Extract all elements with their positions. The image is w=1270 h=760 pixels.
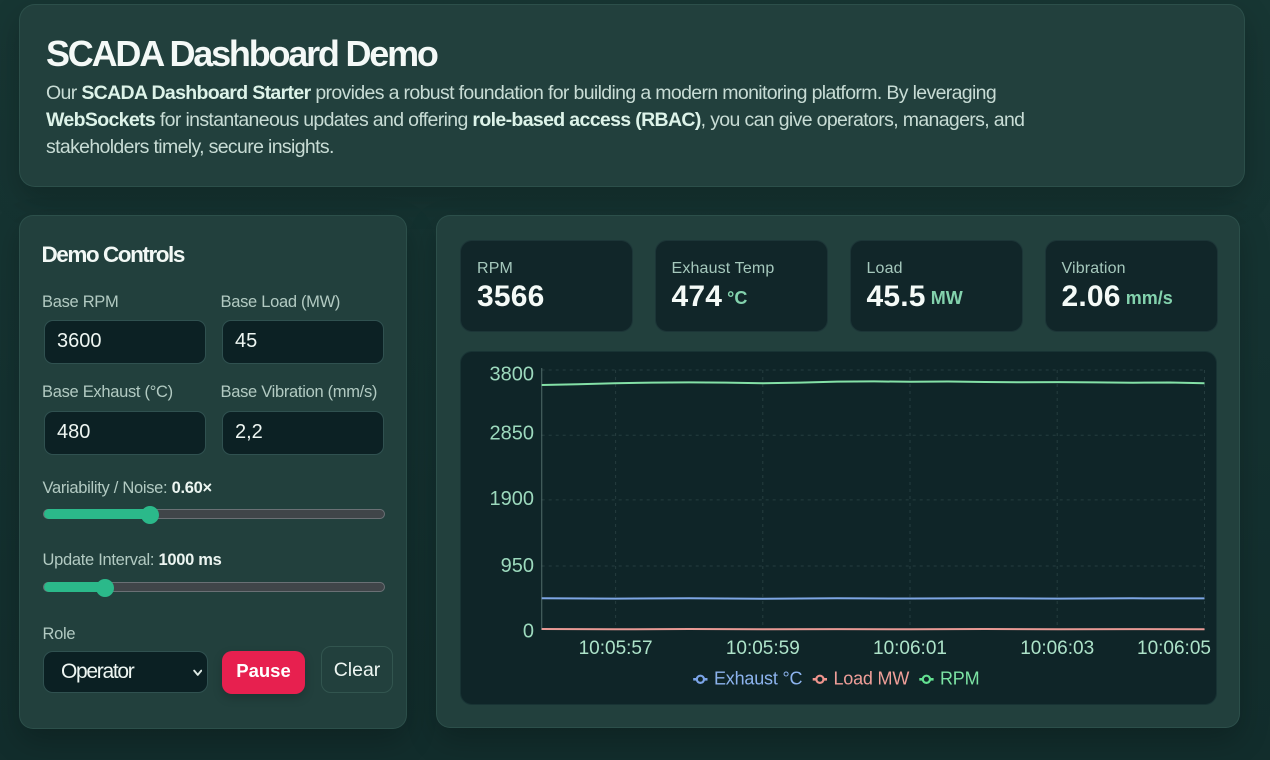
svg-text:Load MW: Load MW <box>834 669 910 689</box>
svg-text:10:06:05: 10:06:05 <box>1137 638 1211 659</box>
svg-text:2850: 2850 <box>490 423 535 445</box>
svg-text:950: 950 <box>501 555 534 577</box>
svg-text:10:05:57: 10:05:57 <box>579 638 653 659</box>
svg-text:10:05:59: 10:05:59 <box>726 638 800 659</box>
svg-text:RPM: RPM <box>940 669 979 689</box>
svg-text:10:06:01: 10:06:01 <box>873 638 947 659</box>
svg-text:10:06:03: 10:06:03 <box>1020 638 1094 659</box>
svg-text:Exhaust °C: Exhaust °C <box>714 669 802 689</box>
svg-text:0: 0 <box>523 620 534 642</box>
svg-text:3800: 3800 <box>490 364 535 386</box>
svg-text:1900: 1900 <box>490 488 535 510</box>
